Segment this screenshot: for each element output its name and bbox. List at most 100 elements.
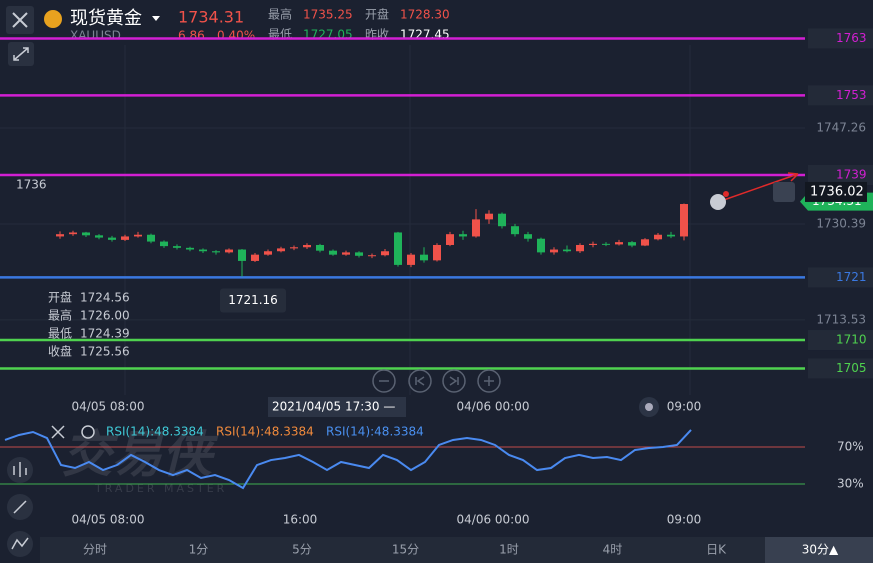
low-marker: 1721.16	[228, 293, 278, 307]
candle-body	[537, 238, 545, 253]
y-tick-label: 1730.39	[816, 216, 866, 230]
candle-body	[641, 239, 649, 246]
candle-body	[82, 232, 90, 236]
prev[interactable]	[408, 369, 432, 393]
stat-label: 开盘	[365, 7, 389, 22]
active-tab[interactable]: 30分▲	[802, 543, 839, 557]
stat-value: 1735.25	[303, 8, 353, 22]
time-label: 09:00	[667, 513, 702, 527]
symbol-code: XAUUSD	[70, 29, 121, 43]
active-tab-bg	[765, 537, 873, 563]
candle-body	[407, 254, 415, 265]
time-label: 16:00	[283, 513, 318, 527]
symbol-dropdown[interactable]	[152, 16, 160, 21]
tab[interactable]: 分时	[83, 543, 107, 557]
ohlc-value: 1725.56	[80, 345, 130, 359]
tab[interactable]: 15分	[392, 543, 419, 557]
tab[interactable]: 1时	[499, 543, 519, 557]
nav-buttons	[372, 369, 501, 393]
level-label: 1739	[836, 167, 867, 181]
candle-body	[524, 234, 532, 239]
rsi-line	[4, 429, 692, 490]
close-button[interactable]	[6, 6, 34, 34]
gold-logo	[44, 10, 62, 28]
tab[interactable]: 日K	[706, 543, 727, 557]
candle-body	[368, 255, 376, 257]
ohlc-value: 1724.56	[80, 291, 130, 305]
ohlc-label: 开盘	[48, 290, 72, 305]
level-tag	[808, 85, 873, 106]
cursor-time: 2021/04/05 17:30 —	[272, 400, 395, 414]
rsi-close[interactable]	[51, 425, 65, 439]
record-button[interactable]	[639, 397, 659, 417]
plot: 1747.26 1730.39 1713.53 1763 1753 1739 1721 171…	[0, 28, 873, 527]
candle-body	[628, 242, 636, 246]
level-label: 1763	[836, 31, 867, 45]
rsi-level-label: 70%	[837, 440, 864, 454]
cursor-price-box	[805, 181, 867, 202]
candle-body	[667, 234, 675, 237]
candle-body	[459, 234, 467, 237]
candle-body	[446, 234, 454, 245]
price: 1734.31	[178, 8, 244, 27]
y-tick-label: 1713.53	[816, 312, 866, 326]
candle-body	[212, 251, 220, 253]
candle-body	[680, 204, 688, 237]
candle-body	[95, 235, 103, 238]
tab[interactable]: 4时	[603, 543, 623, 557]
y-tick-label: 1747.26	[816, 121, 866, 135]
level-label: 1721	[836, 270, 867, 284]
change-pct: 0.40%	[217, 29, 255, 43]
zoom-out[interactable]	[372, 369, 396, 393]
candle-body	[108, 237, 116, 240]
candle-body	[381, 251, 389, 256]
candle-body	[550, 249, 558, 253]
next[interactable]	[442, 369, 466, 393]
candle-body	[199, 249, 207, 252]
candle-body	[576, 244, 584, 252]
candle-body	[433, 244, 441, 261]
cursor-price: 1736.02	[810, 184, 864, 199]
arrow-head	[787, 172, 799, 182]
time-label: 04/06 00:00	[457, 513, 530, 527]
candle-body	[316, 244, 324, 251]
stat-label: 最高	[268, 7, 292, 22]
rsi-settings[interactable]	[81, 425, 95, 439]
rsi-label: RSI(14):48.3384	[326, 425, 424, 439]
candle-body	[355, 252, 363, 256]
stat-value: 1728.30	[400, 8, 450, 22]
candle-body	[290, 247, 298, 249]
candle-body	[472, 219, 480, 237]
candle-body	[420, 254, 428, 261]
candle-body	[394, 232, 402, 265]
level-label: 1710	[836, 333, 867, 347]
level-tag	[808, 330, 873, 351]
time-label: 09:00	[667, 400, 702, 414]
candle-body	[264, 251, 272, 255]
level-tag	[808, 267, 873, 288]
trend-arrow	[717, 173, 799, 203]
time-label: 04/06 00:00	[457, 400, 530, 414]
candle-body	[121, 236, 129, 240]
candle-body	[134, 234, 142, 237]
candle-body	[342, 252, 350, 255]
zoom-in[interactable]	[477, 369, 501, 393]
tab[interactable]: 5分	[292, 543, 312, 557]
candle-body	[498, 213, 506, 227]
level-label: 1705	[836, 361, 867, 375]
alert-button[interactable]	[773, 182, 795, 202]
collapse-button[interactable]	[8, 42, 34, 66]
candle-body	[225, 249, 233, 253]
ohlc-value: 1726.00	[80, 309, 130, 323]
symbol-name[interactable]: 现货黄金	[70, 8, 142, 29]
info-icon[interactable]	[710, 194, 726, 210]
tab[interactable]: 1分	[189, 543, 209, 557]
candle-body	[563, 249, 571, 252]
candle-body	[485, 213, 493, 220]
level-label: 1753	[836, 88, 867, 102]
candle-body	[615, 242, 623, 245]
candle-body	[511, 226, 519, 235]
ohlc-label: 最低	[48, 327, 72, 341]
